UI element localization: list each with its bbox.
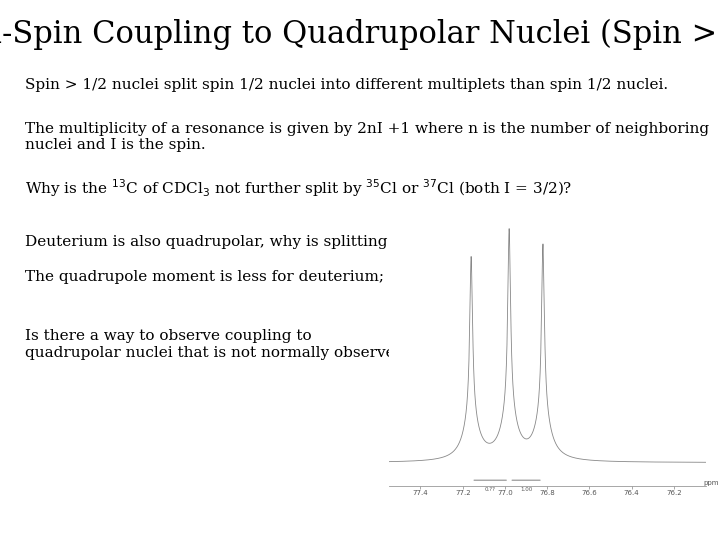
Text: ppm: ppm (703, 480, 719, 486)
Text: The quadrupole moment is less for deuterium; see Table from first lecture.: The quadrupole moment is less for deuter… (25, 270, 603, 284)
Text: Spin-Spin Coupling to Quadrupolar Nuclei (Spin > 1/2): Spin-Spin Coupling to Quadrupolar Nuclei… (0, 19, 720, 50)
Text: Is there a way to observe coupling to
quadrupolar nuclei that is not normally ob: Is there a way to observe coupling to qu… (25, 329, 413, 360)
Text: The multiplicity of a resonance is given by 2nI +1 where n is the number of neig: The multiplicity of a resonance is given… (25, 122, 709, 152)
Text: 1.00: 1.00 (520, 487, 532, 492)
Text: 0.??: 0.?? (485, 487, 495, 492)
Text: Spin > 1/2 nuclei split spin 1/2 nuclei into different multiplets than spin 1/2 : Spin > 1/2 nuclei split spin 1/2 nuclei … (25, 78, 668, 92)
Text: Why is the $^{13}$C of CDCl$_3$ not further split by $^{35}$Cl or $^{37}$Cl (bot: Why is the $^{13}$C of CDCl$_3$ not furt… (25, 177, 572, 199)
Text: Deuterium is also quadrupolar, why is splitting to it observed?: Deuterium is also quadrupolar, why is sp… (25, 235, 507, 249)
